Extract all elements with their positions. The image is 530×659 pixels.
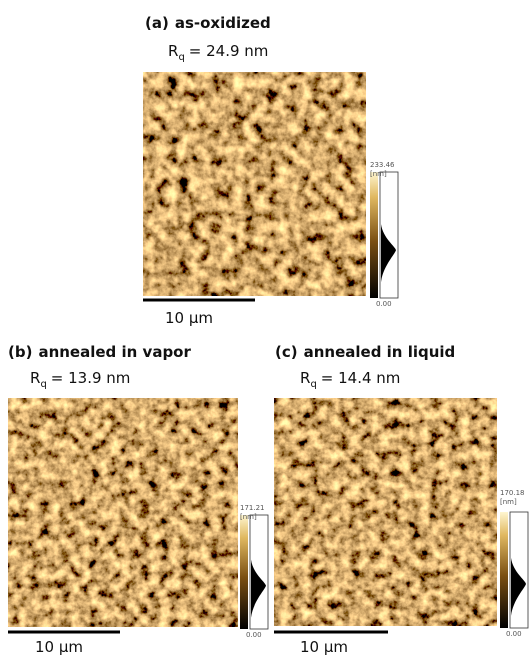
colorbar-min: 0.00	[506, 630, 522, 638]
roughness-value: = 14.4 nm	[321, 369, 401, 387]
afm-image	[274, 398, 497, 626]
panel-title-text: as-oxidized	[175, 14, 271, 32]
scale-bar-label: 10 μm	[165, 309, 213, 327]
colorbar-unit: [nm]	[500, 498, 517, 506]
colorbar-min: 0.00	[246, 631, 262, 639]
roughness: Rq = 14.4 nm	[300, 369, 400, 390]
colorbar	[240, 515, 248, 629]
roughness-symbol: R	[300, 369, 310, 387]
roughness-symbol: R	[30, 369, 40, 387]
scale-bar	[8, 631, 120, 634]
panel-title: (b) annealed in vapor	[8, 343, 191, 361]
roughness-subscript: q	[178, 52, 184, 63]
colorbar	[370, 172, 378, 298]
scale-bar-label: 10 μm	[35, 638, 83, 656]
roughness: Rq = 24.9 nm	[168, 42, 268, 63]
colorbar-unit: [nm]	[370, 170, 387, 178]
afm-image	[8, 398, 238, 627]
roughness-subscript: q	[310, 379, 316, 390]
afm-panel: (c) annealed in liquid Rq = 14.4 nm 170.18[n…	[274, 343, 528, 656]
colorbar-max: 233.46	[370, 161, 395, 169]
colorbar-max: 170.18	[500, 489, 525, 497]
afm-panel: (a) as-oxidized Rq = 24.9 nm 233.46[nm] 0.00 1…	[143, 14, 398, 327]
panel-title-text: annealed in liquid	[304, 343, 456, 361]
colorbar-min: 0.00	[376, 300, 392, 308]
colorbar-max: 171.21	[240, 504, 265, 512]
afm-panel: (b) annealed in vapor Rq = 13.9 nm 171.21[nm…	[8, 343, 268, 656]
roughness-symbol: R	[168, 42, 178, 60]
afm-figure: (a)as-oxidizedRq= 24.9 nm233.46[nm]0.001…	[0, 0, 530, 659]
panel-label: (a)	[145, 14, 169, 32]
panel-title: (c) annealed in liquid	[275, 343, 455, 361]
roughness: Rq = 13.9 nm	[30, 369, 130, 390]
roughness-subscript: q	[40, 379, 46, 390]
panel-label: (b)	[8, 343, 32, 361]
scale-bar	[274, 631, 388, 634]
roughness-value: = 24.9 nm	[189, 42, 269, 60]
colorbar-unit: [nm]	[240, 513, 257, 521]
scale-bar-label: 10 μm	[300, 638, 348, 656]
colorbar	[500, 512, 508, 628]
roughness-value: = 13.9 nm	[51, 369, 131, 387]
panel-title: (a) as-oxidized	[145, 14, 271, 32]
scale-bar	[143, 299, 255, 302]
panel-label: (c)	[275, 343, 298, 361]
afm-image	[143, 72, 366, 296]
panel-title-text: annealed in vapor	[38, 343, 191, 361]
